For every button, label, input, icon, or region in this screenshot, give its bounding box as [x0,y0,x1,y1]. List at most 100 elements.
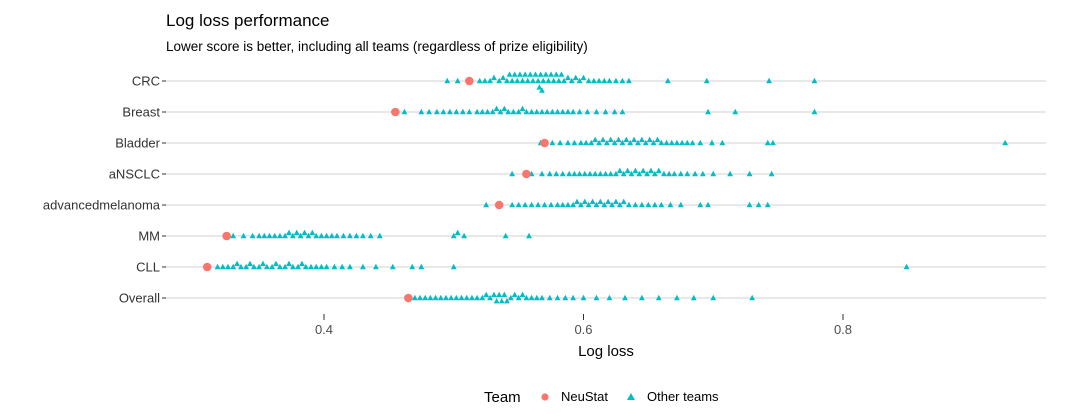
point-other-CLL-11 [264,263,270,270]
point-other-CLL-32 [418,263,425,270]
point-other-CRC-29 [553,71,560,77]
point-other-aNSCLC-37 [768,170,775,177]
point-other-Bladder-21 [642,139,649,146]
point-other-Breast-22 [533,108,540,115]
point-other-MM-17 [318,232,325,239]
legend-neustat-marker [541,393,549,401]
point-other-CRC-26 [545,77,552,84]
point-other-Breast-9 [474,108,481,115]
point-other-Breast-23 [539,108,545,115]
legend-neustat-label: NeuStat [561,389,608,404]
chart-subtitle: Lower score is better, including all tea… [166,39,588,54]
point-neustat-Breast [391,107,400,117]
point-other-CRC-2 [476,77,483,84]
point-other-Breast-38 [811,108,818,115]
point-other-MM-11 [293,229,300,235]
point-other-advancedmelanoma-22 [613,198,619,204]
point-other-CRC-12 [514,77,521,84]
point-other-CLL-2 [225,263,231,270]
point-other-MM-18 [323,232,330,239]
point-other-MM-14 [305,232,312,239]
point-other-Overall-15 [487,294,493,301]
point-other-Breast-15 [501,105,508,111]
point-other-Breast-19 [519,105,526,111]
point-other-CLL-12 [269,263,275,270]
point-other-advancedmelanoma-26 [632,201,639,208]
point-other-CRC-4 [487,77,493,84]
point-other-CRC-46 [664,77,671,84]
point-other-Breast-3 [433,108,440,115]
point-other-CRC-34 [568,77,575,84]
point-other-CRC-21 [536,84,543,90]
point-other-CRC-16 [524,77,531,84]
point-other-advancedmelanoma-27 [638,201,645,208]
point-other-Breast-21 [528,108,535,115]
point-neustat-CLL [202,262,212,272]
point-other-Breast-13 [493,105,500,111]
point-other-Overall-24 [515,294,522,301]
point-other-CRC-41 [601,77,608,84]
point-other-CLL-15 [282,263,288,270]
point-other-MM-22 [347,232,353,239]
point-other-advancedmelanoma-21 [609,201,615,208]
point-other-advancedmelanoma-13 [578,201,584,208]
point-other-CRC-44 [619,77,626,84]
point-other-CRC-35 [572,74,579,80]
point-neustat-Overall [404,293,413,303]
point-other-MM-10 [289,232,296,239]
point-other-Overall-3 [427,294,434,301]
point-other-advancedmelanoma-24 [620,198,627,204]
point-other-CLL-21 [308,263,314,270]
point-other-MM-8 [282,232,288,239]
point-other-Overall-6 [443,294,449,301]
point-other-Breast-25 [549,108,556,115]
point-other-Bladder-34 [719,139,726,146]
point-other-CRC-23 [539,87,545,93]
point-other-aNSCLC-28 [666,170,673,177]
point-other-aNSCLC-27 [661,170,667,177]
point-other-MM-26 [376,232,383,239]
point-other-CRC-45 [626,77,632,84]
point-other-CLL-24 [323,263,330,270]
point-other-Breast-36 [705,108,711,115]
point-other-Overall-0 [411,294,418,301]
point-other-aNSCLC-24 [648,167,654,173]
legend: Team NeuStat Other teams [484,389,719,406]
point-other-advancedmelanoma-28 [645,201,652,208]
point-other-advancedmelanoma-33 [697,201,704,208]
point-other-Breast-12 [489,108,496,115]
point-other-CLL-13 [273,260,279,266]
point-other-Breast-37 [732,108,739,115]
point-neustat-advancedmelanoma [494,200,504,210]
point-other-advancedmelanoma-14 [581,198,588,204]
point-other-Breast-24 [544,108,551,115]
point-other-CRC-28 [550,77,557,84]
point-other-advancedmelanoma-31 [667,201,674,208]
point-other-CRC-14 [519,77,526,84]
point-other-CLL-33 [450,263,457,270]
point-other-CLL-28 [360,263,366,270]
point-other-Overall-21 [504,298,510,304]
point-neustat-MM [222,231,231,241]
point-other-advancedmelanoma-5 [535,201,541,208]
point-other-CRC-0 [444,77,451,84]
point-other-advancedmelanoma-6 [541,201,548,208]
point-other-aNSCLC-14 [607,170,614,177]
point-other-advancedmelanoma-9 [559,201,566,208]
point-other-advancedmelanoma-3 [522,201,529,208]
point-other-Overall-40 [674,294,680,301]
point-other-aNSCLC-35 [727,170,734,177]
point-other-aNSCLC-29 [671,170,678,177]
point-other-Bladder-37 [1002,139,1009,146]
point-other-Bladder-35 [764,139,771,146]
point-other-advancedmelanoma-23 [616,201,623,208]
y-label-CRC: CRC [132,74,160,89]
point-other-aNSCLC-17 [620,170,627,177]
point-other-Overall-1 [417,294,423,301]
point-other-CRC-13 [517,71,523,77]
point-other-CRC-7 [500,74,506,80]
point-other-Bladder-17 [627,139,634,146]
point-other-Breast-6 [453,108,460,115]
point-other-MM-1 [240,232,247,239]
point-other-aNSCLC-4 [553,170,560,177]
